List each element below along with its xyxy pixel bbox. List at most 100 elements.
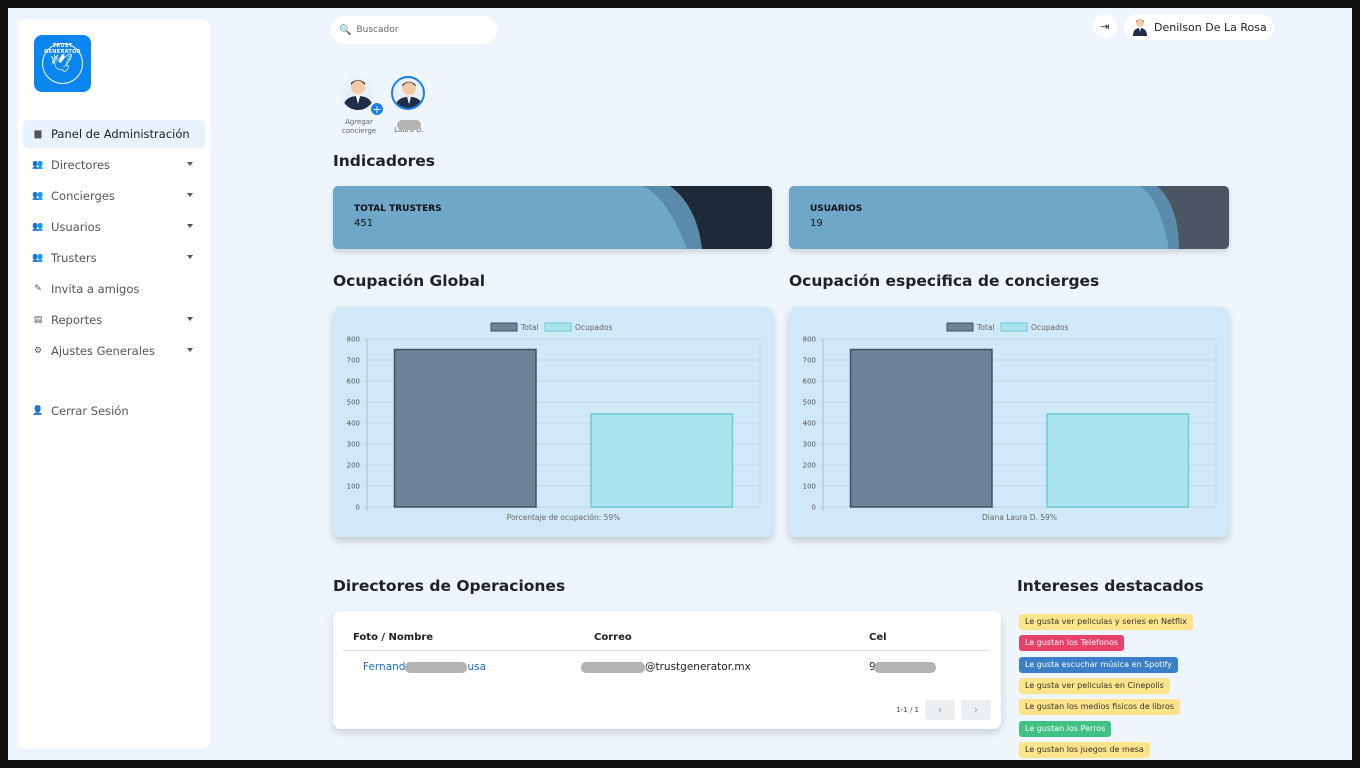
bar [393,348,537,508]
bar [590,413,734,508]
user-avatar [1133,19,1147,36]
indicator-title: USUARIOS [810,204,863,214]
y-tick-label: 300 [803,441,816,449]
y-tick-label: 100 [347,483,360,491]
y-tick-label: 600 [347,378,360,386]
sidebar-item-label: Cerrar Sesión [51,404,129,418]
logo-ring [42,43,83,84]
chart-global-card: Total Ocupados 0 100 200 300 400 500 600 700 800 Po… [333,307,773,537]
table-header: Foto / Nombre Correo Cel [343,623,989,651]
sidebar-item-label: Usuarios [51,220,101,234]
column-header-email: Correo [594,632,632,643]
sidebar-item-usuarios[interactable]: 👥 Usuarios [23,213,205,241]
y-tick-label: 100 [803,483,816,491]
user-logout-icon: 👤 [32,406,44,416]
search-box: 🔍 [331,16,497,44]
sidebar-item-label: Trusters [51,251,97,265]
y-tick-label: 500 [347,399,360,407]
y-tick-label: 0 [356,504,360,512]
director-cel-start: 9 [869,661,876,673]
sidebar-item-ajustes[interactable]: ⚙ Ajustes Generales [23,337,205,365]
director-email: @trustgenerator.mx [581,661,751,673]
director-cel: 9 [869,661,936,673]
chevron-down-icon [187,348,193,352]
person-icon [343,80,373,110]
concierge-name: Laura D. [394,126,424,134]
interests-title: Intereses destacados [1017,577,1204,595]
sidebar-item-concierges[interactable]: 👥 Concierges [23,182,205,210]
sidebar-item-label: Ajustes Generales [51,344,155,358]
logout-button[interactable]: ⇥ [1093,14,1117,38]
app-logo[interactable]: TRUST GENERATOR 🕊 [34,35,91,92]
concierge-avatar[interactable] [391,76,425,110]
bar [849,348,993,508]
indicator-title: TOTAL TRUSTERS [354,204,442,214]
sidebar-item-invita[interactable]: ✎ Invita a amigos [23,275,205,303]
add-concierge-label: Agregar concierge [341,118,377,135]
legend-swatch [946,322,974,332]
person-icon [395,81,423,108]
indicator-card-usuarios: USUARIOS 19 [789,186,1229,249]
chevron-down-icon [187,193,193,197]
logo-text: TRUST GENERATOR [44,43,81,55]
legend-swatch [490,322,518,332]
column-header-name: Foto / Nombre [353,632,434,643]
director-name-start: Fernand [363,661,406,673]
chart-specific: Total Ocupados 0 100 200 300 400 500 600 700 800 Di… [803,322,1217,522]
directors-title: Directores de Operaciones [333,577,566,595]
sidebar-item-label: Reportes [51,313,103,327]
prev-page-button[interactable]: ‹ [925,700,955,720]
monitor-icon: ▆ [34,129,42,139]
concierge-name-label: Laura D. [386,126,432,135]
redacted-text [405,661,468,673]
chart-global-title: Ocupación Global [333,272,486,290]
pagination: 1-1 / 1 ‹ › [896,700,991,720]
sidebar-item-trusters[interactable]: 👥 Trusters [23,244,205,272]
edit-icon: ✎ [34,284,42,294]
director-name-link[interactable]: Fernand usa [363,661,486,673]
redacted-text [581,661,645,673]
logout-icon: ⇥ [1100,19,1110,33]
sidebar-item-label: Concierges [51,189,115,203]
card-decoration [642,186,772,249]
add-concierge-avatar[interactable] [341,76,375,110]
sidebar-item-label: Invita a amigos [51,282,140,296]
search-icon: 🔍 [339,24,352,36]
legend-label: Total [976,323,995,332]
interest-tag: Le gustan los Perros [1019,720,1112,737]
interest-tag: Le gusta escuchar música en Spotify [1019,656,1178,673]
sidebar-item-cerrar-sesion[interactable]: 👤 Cerrar Sesión [23,397,205,425]
indicator-value: 19 [810,218,823,229]
y-tick-label: 500 [803,399,816,407]
sidebar-item-panel[interactable]: ▆ Panel de Administración [23,120,205,148]
director-email-domain: @trustgenerator.mx [645,661,751,673]
interest-tag: Le gustan los medios fisicos de libros [1019,699,1180,716]
gear-icon: ⚙ [33,346,43,356]
sidebar-item-label: Panel de Administración [51,127,190,141]
column-header-cel: Cel [869,632,887,643]
chart-specific-card: Total Ocupados 0 100 200 300 400 500 600 700 800 Di… [789,307,1229,537]
y-tick-label: 200 [803,462,816,470]
indicator-value: 451 [354,218,374,229]
interest-tag: Le gustan los juegos de mesa [1019,741,1150,758]
y-tick-label: 800 [347,336,360,344]
sidebar-item-reportes[interactable]: ▤ Reportes [23,306,205,334]
user-menu[interactable]: Denilson De La Rosa [1124,14,1274,40]
legend-label: Total [520,323,539,332]
interest-tag: Le gusta ver peliculas y series en Netfl… [1019,614,1194,630]
y-tick-label: 200 [347,462,360,470]
x-axis-label: Diana Laura D. 59% [982,513,1057,522]
sidebar-item-directores[interactable]: 👥 Directores [23,151,205,179]
next-page-button[interactable]: › [961,700,991,720]
chart-specific-title: Ocupación especifica de concierges [789,272,1100,290]
redacted-text [873,661,936,673]
table-row[interactable]: Fernand usa @trustgenerator.mx 9 [343,652,989,684]
y-tick-label: 400 [347,420,360,428]
dove-icon: 🕊 [50,53,73,74]
chevron-down-icon [187,255,193,259]
document-icon: ▤ [33,315,43,325]
add-concierge-button[interactable]: + [370,102,384,116]
y-tick-label: 300 [347,441,360,449]
search-input[interactable] [356,25,487,35]
y-tick-label: 400 [803,420,816,428]
